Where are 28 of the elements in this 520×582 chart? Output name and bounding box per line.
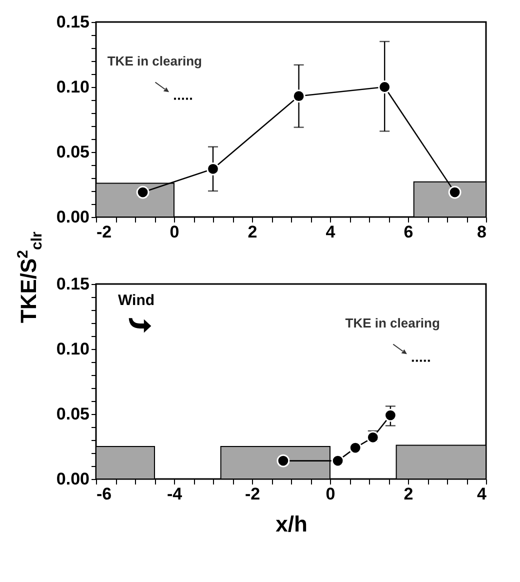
x-tick-label: 4: [326, 222, 336, 242]
point: [276, 454, 290, 468]
x-tick-label: 0: [170, 222, 180, 242]
x-tick-label: -6: [96, 484, 112, 504]
y-tick-label: 0.00: [56, 208, 90, 226]
x-tick-label: 6: [404, 222, 414, 242]
x-tick-label: 2: [248, 222, 258, 242]
y-tick-label: 0.00: [56, 470, 90, 488]
x-tick-label: 2: [404, 484, 414, 504]
point: [331, 454, 344, 468]
y-tick-label: 0.05: [56, 404, 90, 424]
y-tick-label: 0.15: [56, 12, 90, 32]
point: [384, 408, 397, 422]
x-tick-label: 8: [477, 222, 486, 242]
y-tick-label: 0.15: [56, 274, 90, 294]
y-tick-label: 0.10: [56, 340, 90, 358]
annotation: TKE in clearing: [107, 54, 202, 69]
x-tick-label: -2: [96, 222, 112, 242]
annotation: TKE in clearing: [345, 316, 440, 331]
x-axis-title: x/h: [276, 512, 308, 536]
x-tick-label: -2: [244, 484, 260, 504]
annotation: Wind: [118, 292, 155, 309]
x-tick-label: -4: [166, 484, 183, 504]
y-tick-label: 0.10: [56, 78, 90, 96]
x-tick-label: 4: [477, 484, 488, 504]
y-tick-label: 0.05: [56, 142, 90, 162]
point: [348, 441, 362, 454]
x-tick-label: 0: [326, 484, 336, 504]
